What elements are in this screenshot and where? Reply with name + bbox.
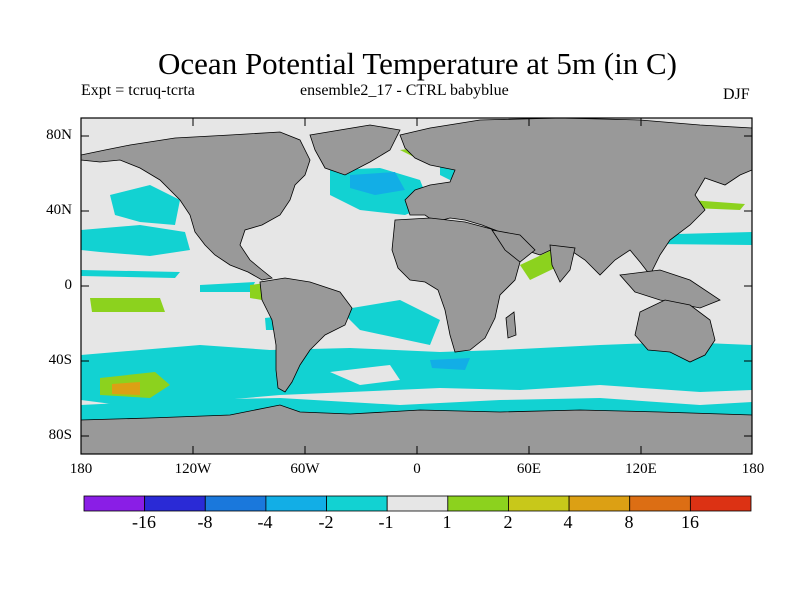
australia bbox=[634, 299, 716, 363]
greenland bbox=[309, 124, 401, 176]
lon-label-60e: 60E bbox=[516, 461, 542, 477]
madagascar bbox=[505, 311, 517, 339]
lon-tick-marks bbox=[192, 118, 642, 454]
colorbar-label: 8 bbox=[624, 512, 634, 532]
south-america bbox=[259, 277, 353, 393]
map-title: Ocean Potential Temperature at 5m (in C) bbox=[158, 46, 677, 81]
lat-label-80s: 80S bbox=[48, 427, 72, 443]
experiment-label: Expt = tcruq-tcrta bbox=[81, 82, 195, 99]
arabia bbox=[491, 229, 536, 263]
colorbar-swatch bbox=[689, 495, 752, 512]
india bbox=[549, 244, 576, 283]
lon-label-0: 0 bbox=[413, 461, 421, 477]
colorbar-swatch bbox=[265, 495, 327, 512]
lon-label-180w: 180 bbox=[69, 461, 93, 477]
lat-label-40s: 40S bbox=[48, 352, 72, 368]
lat-tick-marks bbox=[81, 135, 752, 437]
colorbar-swatch bbox=[83, 495, 146, 512]
colorbar-label: -16 bbox=[132, 512, 156, 532]
lon-label-120e: 120E bbox=[625, 461, 657, 477]
colorbar-label: -4 bbox=[257, 512, 273, 532]
colorbar-swatch bbox=[144, 495, 206, 512]
lat-label-0: 0 bbox=[64, 277, 73, 293]
lon-label-60w: 60W bbox=[290, 461, 320, 477]
colorbar-label: -1 bbox=[378, 512, 394, 532]
lat-label-40n: 40N bbox=[46, 202, 72, 218]
land-masses bbox=[80, 117, 753, 455]
colorbar-swatch bbox=[386, 495, 449, 512]
colorbar-label: 2 bbox=[503, 512, 513, 532]
colorbar-label: -8 bbox=[197, 512, 213, 532]
colorbar-swatch bbox=[568, 495, 631, 512]
colorbar bbox=[83, 495, 752, 512]
colorbar-swatch bbox=[508, 495, 570, 512]
ensemble-subtitle: ensemble2_17 - CTRL babyblue bbox=[300, 82, 509, 99]
lon-label-120w: 120W bbox=[174, 461, 212, 477]
lon-label-180e: 180 bbox=[741, 461, 765, 477]
colorbar-swatch bbox=[629, 495, 691, 512]
colorbar-label: -2 bbox=[318, 512, 334, 532]
season-label: DJF bbox=[723, 86, 750, 103]
colorbar-label: 16 bbox=[681, 512, 699, 532]
colorbar-label: 1 bbox=[442, 512, 452, 532]
colorbar-label: 4 bbox=[563, 512, 573, 532]
lat-label-80n: 80N bbox=[46, 127, 72, 143]
north-america bbox=[80, 131, 311, 281]
colorbar-swatch bbox=[326, 495, 388, 512]
colorbar-swatch bbox=[204, 495, 267, 512]
maritime-asia bbox=[619, 269, 721, 309]
colorbar-swatch bbox=[447, 495, 509, 512]
